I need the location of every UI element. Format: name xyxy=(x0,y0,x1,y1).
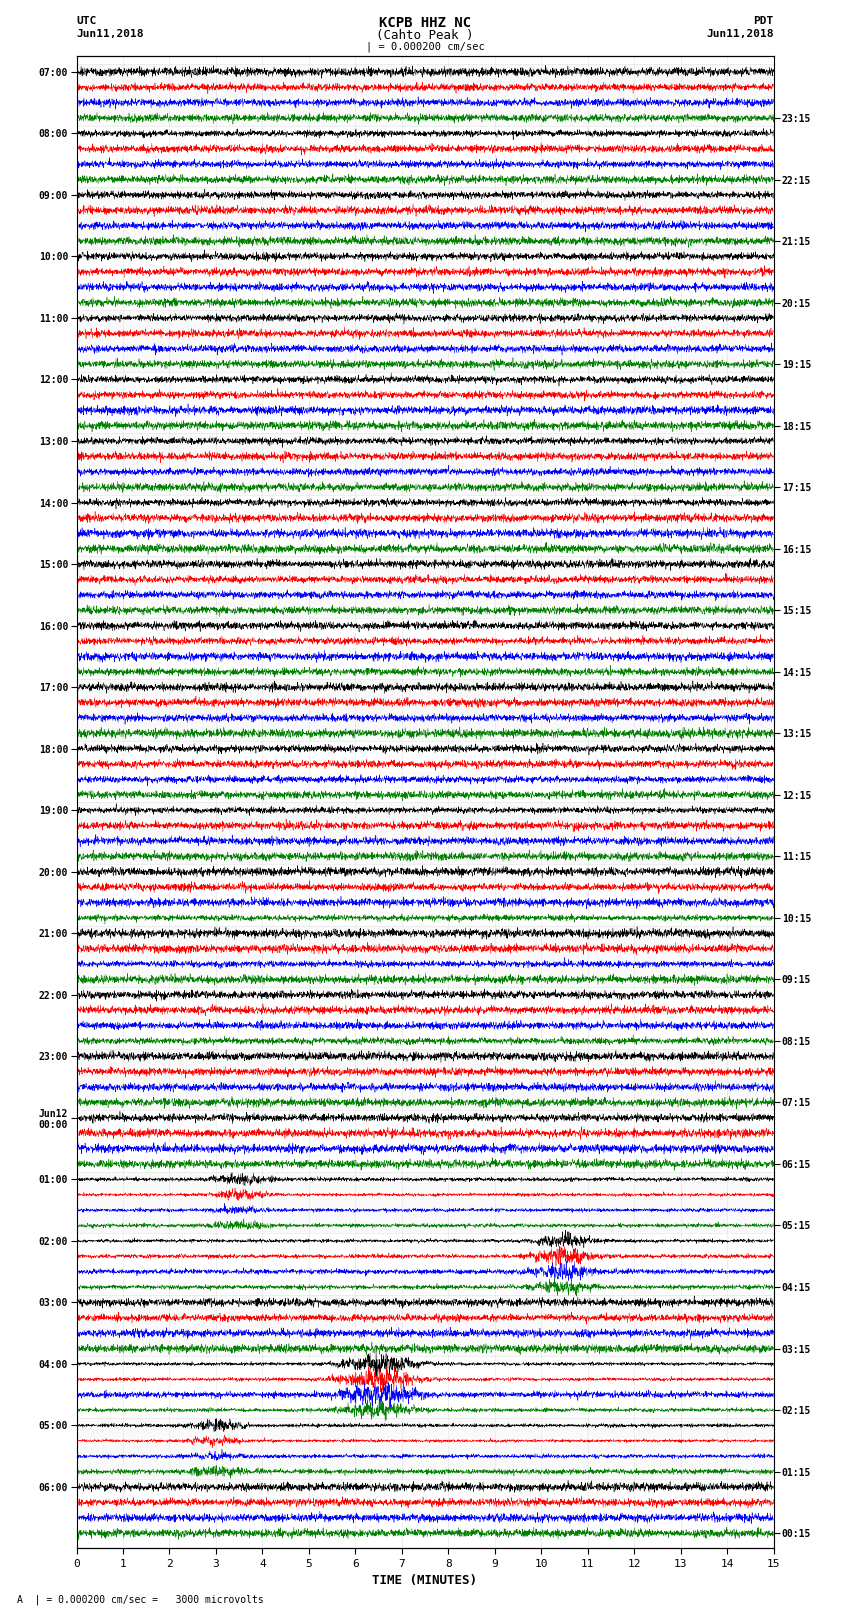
Bar xyxy=(76,371,774,434)
Bar xyxy=(76,310,774,371)
Bar xyxy=(76,1479,774,1540)
Bar xyxy=(76,248,774,310)
Bar xyxy=(76,926,774,987)
Bar xyxy=(76,803,774,865)
Bar xyxy=(76,65,774,126)
Text: Jun11,2018: Jun11,2018 xyxy=(706,29,774,39)
Bar xyxy=(76,1171,774,1234)
Bar xyxy=(76,126,774,187)
Bar xyxy=(76,434,774,495)
Bar xyxy=(76,618,774,679)
Bar xyxy=(76,740,774,803)
Bar xyxy=(76,495,774,556)
Text: PDT: PDT xyxy=(753,16,774,26)
Text: UTC: UTC xyxy=(76,16,97,26)
Text: (Cahto Peak ): (Cahto Peak ) xyxy=(377,29,473,42)
Bar xyxy=(76,1048,774,1110)
Bar xyxy=(76,1418,774,1479)
Bar xyxy=(76,987,774,1048)
Text: A  | = 0.000200 cm/sec =   3000 microvolts: A | = 0.000200 cm/sec = 3000 microvolts xyxy=(17,1594,264,1605)
Bar xyxy=(76,556,774,618)
Text: | = 0.000200 cm/sec: | = 0.000200 cm/sec xyxy=(366,42,484,53)
Bar xyxy=(76,1295,774,1357)
Bar xyxy=(76,1357,774,1418)
Bar xyxy=(76,187,774,248)
X-axis label: TIME (MINUTES): TIME (MINUTES) xyxy=(372,1574,478,1587)
Text: KCPB HHZ NC: KCPB HHZ NC xyxy=(379,16,471,31)
Bar xyxy=(76,1234,774,1295)
Bar xyxy=(76,679,774,740)
Bar xyxy=(76,1110,774,1171)
Text: Jun11,2018: Jun11,2018 xyxy=(76,29,144,39)
Bar xyxy=(76,865,774,926)
